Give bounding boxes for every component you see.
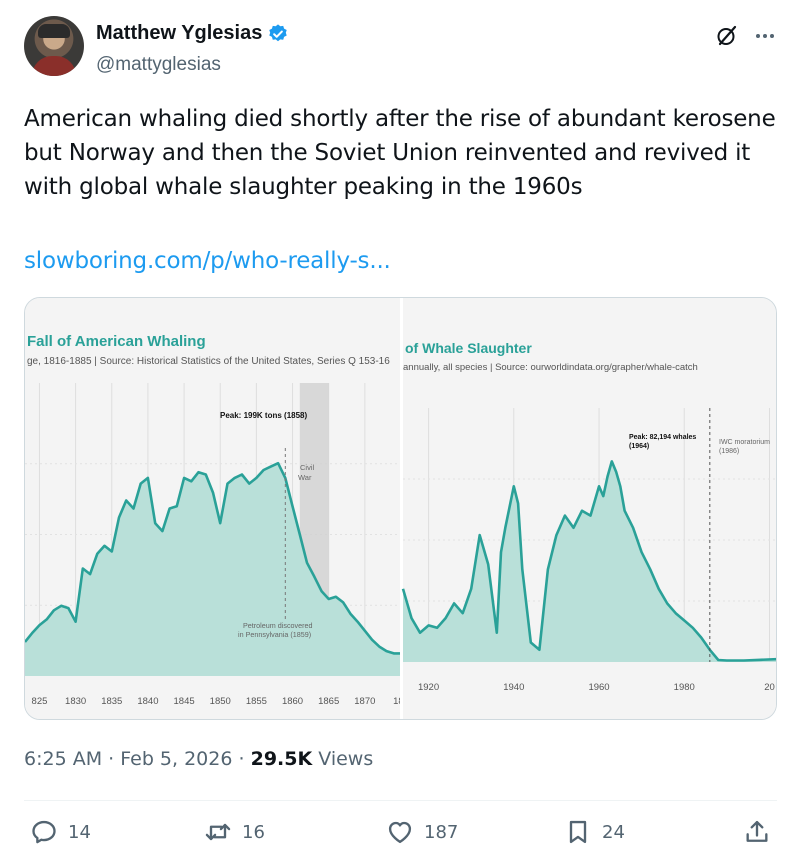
tweet-date[interactable]: Feb 5, 2026 (120, 748, 233, 770)
action-bar: 14 16 187 24 (24, 818, 777, 854)
x-tick-label: 1960 (588, 682, 609, 693)
moratorium-annotation: IWC moratorium (1986) (719, 439, 772, 455)
right-peak-line2: (1964) (629, 443, 649, 450)
x-tick-label: 1850 (210, 696, 231, 707)
x-tick-label: 1940 (503, 682, 524, 693)
right-peak-line1: Peak: 82,194 whales (629, 434, 696, 441)
left-chart-subtitle: ge, 1816-1885 | Source: Historical Stati… (27, 356, 390, 367)
name-row: Matthew Yglesias (96, 22, 289, 45)
bookmark-button[interactable]: 24 (564, 818, 625, 846)
civil-war-label-line1: Civil (300, 463, 314, 472)
x-tick-label: 1855 (246, 696, 267, 707)
verified-badge-icon (269, 23, 288, 41)
reply-count: 14 (68, 821, 91, 843)
right-chart-title: of Whale Slaughter (405, 340, 532, 356)
grok-icon[interactable] (715, 24, 739, 48)
bookmark-count: 24 (602, 821, 625, 843)
tweet-text: American whaling died shortly after the … (24, 106, 776, 200)
views-count: 29.5K (250, 748, 313, 770)
top-actions (715, 24, 777, 48)
x-tick-label: 1835 (101, 696, 122, 707)
tweet-link[interactable]: slowboring.com/p/who-really-s... (24, 248, 391, 274)
x-tick-label: 1980 (674, 682, 695, 693)
handle[interactable]: @mattyglesias (96, 54, 221, 75)
right-chart-x-ticks: 1920 1940 1960 1980 20 (418, 682, 775, 693)
meta-separator-1: · (108, 748, 115, 770)
avatar-shirt (32, 56, 76, 76)
retweet-icon (205, 823, 231, 841)
retweet-count: 16 (242, 821, 265, 843)
tweet-meta: 6:25 AM · Feb 5, 2026 · 29.5K Views (24, 748, 373, 770)
charts-svg: Fall of American Whaling ge, 1816-1885 |… (25, 298, 776, 719)
views-label: Views (318, 748, 374, 770)
like-button[interactable]: 187 (386, 818, 458, 846)
right-chart-subtitle: annually, all species | Source: ourworld… (403, 362, 698, 373)
x-tick-label: 1920 (418, 682, 439, 693)
avatar[interactable] (24, 16, 84, 76)
x-tick-label: 1860 (282, 696, 303, 707)
left-chart: Fall of American Whaling ge, 1816-1885 |… (25, 298, 409, 719)
civil-war-label-line2: War (298, 473, 312, 482)
petroleum-line2: in Pennsylvania (1859) (238, 630, 311, 639)
more-icon[interactable] (753, 24, 777, 48)
petroleum-annotation: Petroleum discovered in Pennsylvania (18… (238, 621, 315, 639)
share-icon (746, 820, 768, 842)
civil-war-label: Civil War (298, 463, 316, 482)
divider (24, 800, 777, 801)
left-peak-annotation: Peak: 199K tons (1858) (220, 411, 307, 420)
petroleum-line1: Petroleum discovered (243, 621, 313, 630)
x-tick-label: 1840 (137, 696, 158, 707)
heart-icon (388, 821, 412, 844)
tweet-media[interactable]: Fall of American Whaling ge, 1816-1885 |… (24, 297, 777, 720)
right-peak-annotation: Peak: 82,194 whales (1964) (629, 434, 698, 450)
meta-separator-2: · (238, 748, 245, 770)
right-chart-area (403, 461, 776, 662)
bookmark-icon (569, 820, 587, 844)
panel-divider (400, 298, 403, 719)
retweet-button[interactable]: 16 (204, 818, 265, 846)
reply-button[interactable]: 14 (30, 818, 91, 846)
x-tick-label: 1865 (318, 696, 339, 707)
left-chart-title: Fall of American Whaling (27, 333, 206, 350)
x-tick-label: 20 (764, 682, 775, 693)
left-chart-area (25, 463, 401, 676)
x-tick-label: 1830 (65, 696, 86, 707)
right-chart-line (401, 460, 776, 662)
like-count: 187 (424, 821, 459, 843)
tweet-time[interactable]: 6:25 AM (24, 748, 103, 770)
moratorium-line1: IWC moratorium (719, 439, 770, 446)
x-tick-label: 825 (32, 696, 48, 707)
reply-icon (32, 820, 56, 844)
x-tick-label: 1845 (174, 696, 195, 707)
share-button[interactable] (743, 818, 771, 846)
moratorium-line2: (1986) (719, 448, 739, 455)
avatar-hat (38, 24, 70, 38)
display-name[interactable]: Matthew Yglesias (96, 22, 263, 44)
tweet-header: Matthew Yglesias @mattyglesias (24, 16, 777, 80)
left-chart-line (25, 461, 401, 655)
x-tick-label: 1870 (354, 696, 375, 707)
right-chart: of Whale Slaughter annually, all species… (401, 298, 776, 719)
